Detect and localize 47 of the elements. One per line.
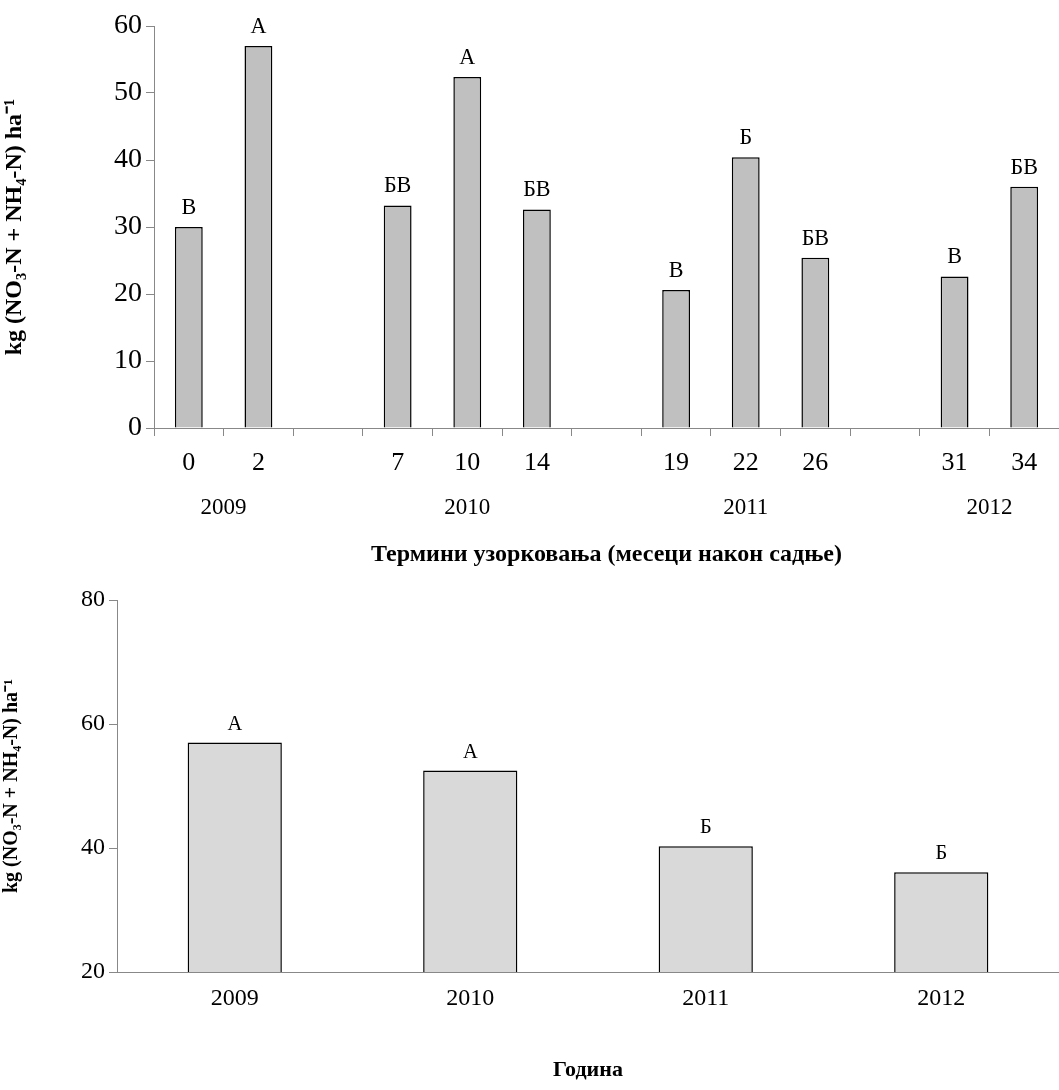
data-label: БВ <box>383 172 412 198</box>
y-tick-label: 10 <box>114 343 142 375</box>
x-axis-title: Година <box>553 1056 623 1082</box>
data-label: Б <box>739 124 753 150</box>
x-tick-label: 26 <box>802 447 829 477</box>
x-tick-label: 14 <box>523 447 550 477</box>
data-label: В <box>181 193 197 219</box>
y-tick-label: 30 <box>114 209 142 241</box>
x-tick-label: 2011 <box>682 983 730 1010</box>
data-label: А <box>462 739 478 762</box>
x-tick-label: 2 <box>251 447 265 477</box>
y-tick-label: 40 <box>81 833 105 860</box>
x-tick-label: 34 <box>1011 447 1038 477</box>
data-label: БВ <box>523 176 551 202</box>
data-label: БВ <box>801 224 830 250</box>
x-tick-label: 10 <box>454 447 481 477</box>
data-label: А <box>250 12 267 38</box>
data-label: Б <box>935 841 948 864</box>
y-tick-label: 20 <box>114 276 142 308</box>
text: 2009 <box>200 494 247 520</box>
data-label: В <box>947 243 962 269</box>
data-label: В <box>668 256 684 282</box>
x-tick-label: 19 <box>663 447 690 477</box>
y-tick-label: 60 <box>114 8 142 40</box>
x-tick-label: 2010 <box>446 983 495 1010</box>
y-tick-label: 80 <box>81 585 105 612</box>
x-tick-label: 31 <box>941 447 968 477</box>
y-tick-label: 0 <box>128 410 142 442</box>
y-tick-label: 50 <box>114 75 142 107</box>
text: 2011 <box>723 494 769 520</box>
y-axis-title: kg (NO₃-N + NH₄-N) ha⁻¹ <box>0 98 26 356</box>
x-tick-label: 22 <box>732 447 759 477</box>
x-tick-label: 2009 <box>210 983 259 1010</box>
y-tick-label: 60 <box>81 709 105 736</box>
x-axis-title: Термини узорковања (месеци након садње) <box>371 539 842 566</box>
x-tick-label: 7 <box>391 447 405 477</box>
y-tick-label: 40 <box>114 142 142 174</box>
data-label: Б <box>699 815 712 838</box>
y-axis-title: kg (NO₃-N + NH₄-N) ha⁻¹ <box>0 678 23 894</box>
x-tick-label: 2012 <box>917 983 966 1010</box>
data-label: А <box>459 43 476 69</box>
data-label: БВ <box>1010 153 1038 179</box>
text: 2010 <box>444 494 491 520</box>
y-tick-label: 20 <box>81 957 105 984</box>
text: 2012 <box>966 494 1013 520</box>
data-label: А <box>227 711 243 734</box>
x-tick-label: 0 <box>182 447 196 477</box>
